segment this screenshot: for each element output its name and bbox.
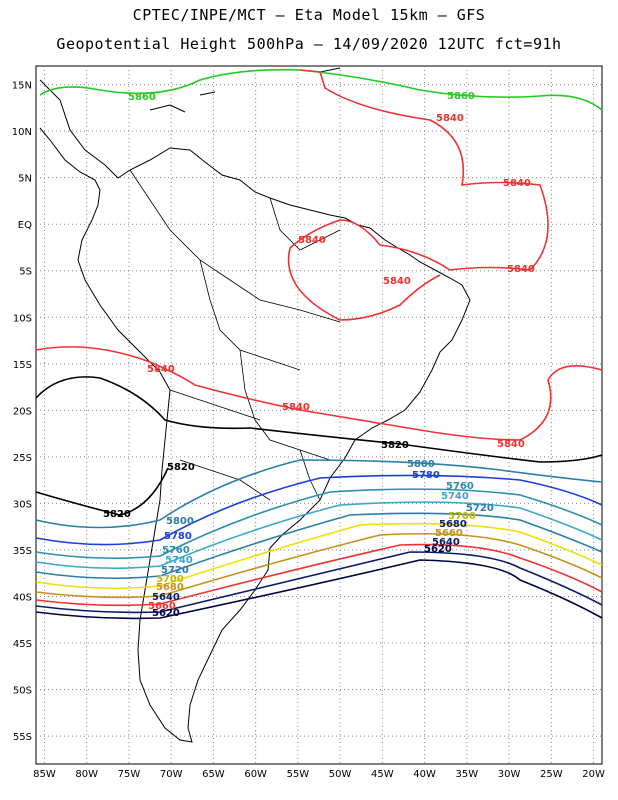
lon-tick-label: 45W xyxy=(371,769,394,780)
label-5840-h: 5840 xyxy=(497,439,525,450)
label-5680-b: 5680 xyxy=(156,582,184,593)
lon-tick-label: 25W xyxy=(540,769,563,780)
label-5740-b: 5740 xyxy=(165,555,193,566)
label-5760-a: 5760 xyxy=(446,481,474,492)
lat-tick-label: 15S xyxy=(13,360,32,371)
lat-tick-label: 55S xyxy=(13,732,32,743)
lat-tick-label: 10N xyxy=(12,127,32,138)
contour-5840-south xyxy=(35,346,603,441)
lon-tick-label: 60W xyxy=(244,769,267,780)
lat-tick-label: 5N xyxy=(18,174,32,185)
label-5620-b: 5620 xyxy=(152,608,180,619)
label-5740-a: 5740 xyxy=(441,491,469,502)
lon-tick-label: 20W xyxy=(582,769,605,780)
label-5620-a: 5620 xyxy=(424,544,452,555)
contour-5720 xyxy=(35,512,603,580)
label-5840-e: 5840 xyxy=(383,276,411,287)
label-5840-c: 5840 xyxy=(298,235,326,246)
label-5760-b: 5760 xyxy=(162,545,190,556)
contour-5800 xyxy=(35,459,603,529)
label-5660-a: 5660 xyxy=(435,528,463,539)
axis-ticks: 85W 80W 75W 70W 65W 60W 55W 50W 45W 40W 35W 30W 25W 2… xyxy=(12,81,605,780)
lon-tick-label: 80W xyxy=(75,769,98,780)
label-5660-b: 5660 xyxy=(148,601,176,612)
lat-tick-label: 15N xyxy=(12,81,32,92)
lat-tick-label: 10S xyxy=(13,313,32,324)
label-5800-b: 5800 xyxy=(166,516,194,527)
contour-5740 xyxy=(35,501,603,570)
map-subtitle: Geopotential Height 500hPa – 14/09/2020 … xyxy=(56,35,562,53)
lat-tick-label: 25S xyxy=(13,453,32,464)
label-5720-a: 5720 xyxy=(466,503,494,514)
contour-5680 xyxy=(35,532,603,599)
contour-5700 xyxy=(35,522,603,590)
lon-tick-label: 35W xyxy=(456,769,479,780)
grid-lines xyxy=(36,66,602,764)
label-5840-g: 5840 xyxy=(282,402,310,413)
label-5820-b: 5820 xyxy=(167,462,195,473)
lat-tick-label: 20S xyxy=(13,406,32,417)
label-5820-a: 5820 xyxy=(381,440,409,451)
lon-tick-label: 40W xyxy=(413,769,436,780)
lon-tick-label: 65W xyxy=(202,769,225,780)
label-5720-b: 5720 xyxy=(161,565,189,576)
contour-5620 xyxy=(35,559,603,620)
label-5840-a: 5840 xyxy=(436,113,464,124)
label-5700-b: 5700 xyxy=(156,574,184,585)
label-5700-a: 5700 xyxy=(448,511,476,522)
label-5820-c: 5820 xyxy=(103,509,131,520)
contour-5760 xyxy=(35,488,603,560)
lon-tick-label: 70W xyxy=(160,769,183,780)
lat-tick-label: 35S xyxy=(13,546,32,557)
label-5640-a: 5640 xyxy=(432,537,460,548)
label-5840-d: 5840 xyxy=(507,264,535,275)
lon-tick-label: 30W xyxy=(498,769,521,780)
map-frame xyxy=(35,65,603,765)
contour-5820 xyxy=(35,376,603,463)
lat-tick-label: EQ xyxy=(18,220,32,231)
contour-5640 xyxy=(35,551,603,614)
label-5780-b: 5780 xyxy=(164,531,192,542)
label-5840-f: 5840 xyxy=(147,364,175,375)
label-5860-b: 5860 xyxy=(447,91,475,102)
contour-labels: 5860 5860 5840 5840 5840 5840 5840 5840 … xyxy=(103,91,535,619)
lon-tick-label: 75W xyxy=(118,769,141,780)
lon-tick-label: 55W xyxy=(287,769,310,780)
lat-tick-label: 30S xyxy=(13,499,32,510)
contour-5840-north xyxy=(287,69,549,321)
lon-tick-label: 85W xyxy=(33,769,56,780)
contour-5780 xyxy=(35,474,603,546)
label-5860-a: 5860 xyxy=(128,92,156,103)
lat-tick-label: 40S xyxy=(13,592,32,603)
label-5640-b: 5640 xyxy=(152,592,180,603)
label-5680-a: 5680 xyxy=(439,519,467,530)
label-5780-a: 5780 xyxy=(412,470,440,481)
contour-5820-west xyxy=(35,467,169,516)
lat-tick-label: 45S xyxy=(13,639,32,650)
label-5840-b: 5840 xyxy=(503,178,531,189)
contour-lines xyxy=(35,68,603,620)
contour-5660 xyxy=(35,543,603,607)
lat-tick-label: 50S xyxy=(13,686,32,697)
label-5800-a: 5800 xyxy=(407,459,435,470)
lon-tick-label: 50W xyxy=(329,769,352,780)
map-title: CPTEC/INPE/MCT – Eta Model 15km – GFS xyxy=(132,6,486,24)
lat-tick-label: 5S xyxy=(19,267,32,278)
